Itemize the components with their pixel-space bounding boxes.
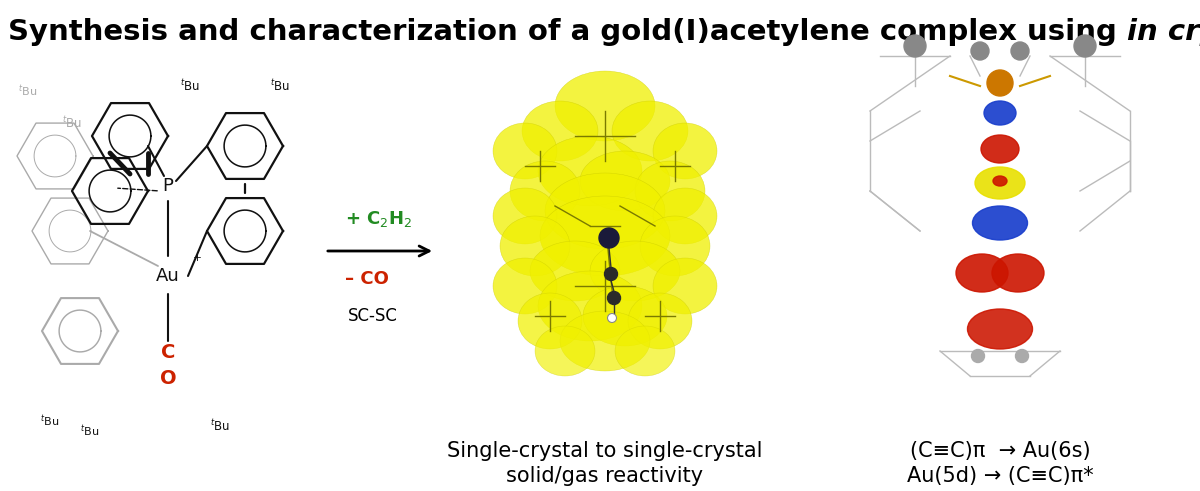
Ellipse shape — [984, 101, 1016, 125]
Text: Au(5d) → (C≡C)π*: Au(5d) → (C≡C)π* — [907, 466, 1093, 486]
Text: solid/gas reactivity: solid/gas reactivity — [506, 466, 703, 486]
Ellipse shape — [560, 311, 650, 371]
Circle shape — [1010, 42, 1030, 60]
Circle shape — [1074, 35, 1096, 57]
Ellipse shape — [590, 241, 680, 301]
Ellipse shape — [628, 293, 692, 349]
Ellipse shape — [967, 309, 1032, 349]
Ellipse shape — [545, 173, 665, 249]
Ellipse shape — [535, 326, 595, 376]
Ellipse shape — [538, 271, 642, 341]
Text: Au: Au — [156, 267, 180, 285]
Ellipse shape — [493, 123, 557, 179]
Ellipse shape — [580, 151, 670, 211]
Ellipse shape — [992, 254, 1044, 292]
Ellipse shape — [500, 216, 570, 276]
Ellipse shape — [530, 241, 620, 301]
Text: $^t$Bu: $^t$Bu — [62, 115, 82, 131]
Ellipse shape — [994, 176, 1007, 186]
Ellipse shape — [982, 135, 1019, 163]
Ellipse shape — [616, 326, 674, 376]
Circle shape — [599, 228, 619, 248]
Ellipse shape — [974, 167, 1025, 199]
Ellipse shape — [538, 136, 642, 206]
Ellipse shape — [972, 206, 1027, 240]
Text: Synthesis and characterization of a gold(I)acetylene complex using: Synthesis and characterization of a gold… — [8, 18, 1127, 46]
Circle shape — [986, 70, 1013, 96]
Circle shape — [904, 35, 926, 57]
Text: $^t$Bu: $^t$Bu — [18, 83, 37, 99]
Circle shape — [972, 350, 984, 362]
Text: $^+$: $^+$ — [190, 253, 202, 269]
Circle shape — [607, 292, 620, 304]
Ellipse shape — [493, 188, 557, 244]
Ellipse shape — [510, 161, 580, 221]
Text: $^t$Bu: $^t$Bu — [80, 423, 100, 439]
Ellipse shape — [653, 123, 718, 179]
Ellipse shape — [493, 258, 557, 314]
Text: $^t$Bu: $^t$Bu — [41, 413, 60, 429]
Ellipse shape — [653, 258, 718, 314]
Text: – CO: – CO — [346, 270, 389, 288]
Ellipse shape — [956, 254, 1008, 292]
Text: (C≡C)π  → Au(6s): (C≡C)π → Au(6s) — [910, 441, 1091, 461]
Ellipse shape — [522, 101, 598, 161]
Text: $^t$Bu: $^t$Bu — [210, 418, 230, 434]
Text: + C$_2$H$_2$: + C$_2$H$_2$ — [346, 209, 413, 229]
Text: P: P — [162, 177, 174, 195]
Ellipse shape — [653, 188, 718, 244]
Ellipse shape — [640, 216, 710, 276]
Text: O: O — [160, 370, 176, 388]
Circle shape — [605, 268, 618, 280]
Circle shape — [607, 313, 617, 323]
Ellipse shape — [540, 196, 670, 276]
Ellipse shape — [554, 71, 655, 141]
Ellipse shape — [612, 101, 688, 161]
Text: $^t$Bu: $^t$Bu — [270, 78, 290, 94]
Text: Single-crystal to single-crystal: Single-crystal to single-crystal — [448, 441, 763, 461]
Text: $^t$Bu: $^t$Bu — [180, 78, 200, 94]
Ellipse shape — [518, 293, 582, 349]
Text: SC-SC: SC-SC — [348, 307, 398, 325]
Ellipse shape — [583, 286, 667, 346]
Circle shape — [971, 42, 989, 60]
Circle shape — [1015, 350, 1028, 362]
Text: in crystallo: in crystallo — [1127, 18, 1200, 46]
Text: C: C — [161, 344, 175, 362]
Ellipse shape — [635, 161, 706, 221]
